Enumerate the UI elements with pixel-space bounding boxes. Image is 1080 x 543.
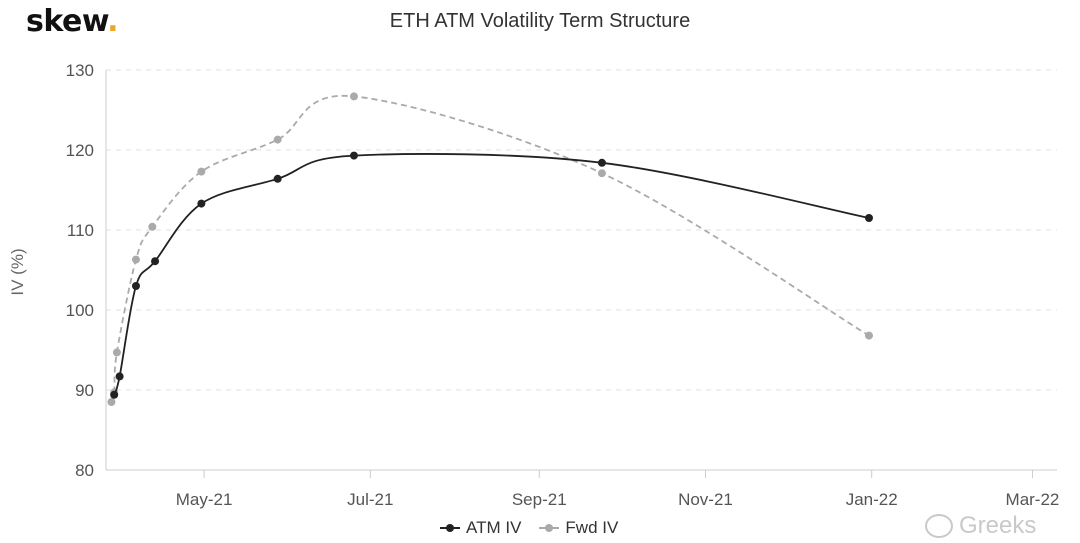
wechat-icon — [925, 514, 953, 538]
x-tick-label: Sep-21 — [512, 490, 567, 509]
watermark-text: Greeks — [959, 512, 1037, 539]
data-point-fwd-iv[interactable] — [597, 169, 606, 178]
x-tick-label: Mar-22 — [1006, 490, 1060, 509]
skew-logo: skew. — [26, 4, 119, 39]
data-point-atm-iv[interactable] — [131, 282, 140, 290]
data-point-atm-iv[interactable] — [110, 390, 119, 399]
data-point-atm-iv[interactable] — [349, 151, 358, 160]
data-point-fwd-iv[interactable] — [112, 348, 121, 357]
data-point-fwd-iv[interactable] — [131, 255, 140, 264]
x-tick-label: Jan-22 — [846, 490, 898, 509]
watermark: Greeks — [925, 512, 1036, 540]
y-tick-label: 80 — [75, 461, 94, 480]
data-point-fwd-iv[interactable] — [864, 331, 873, 340]
data-point-atm-iv[interactable] — [597, 158, 606, 167]
legend-fwd-iv-marker-icon — [539, 522, 560, 534]
grid-layer — [106, 69, 1057, 391]
data-point-atm-iv[interactable] — [273, 174, 282, 183]
axis-layer: 80 90 100 110 120 130 May-21 Jul-21 Sep-21 Nov-21… — [66, 61, 1060, 509]
legend-item-fwd-iv[interactable]: Fwd IV — [539, 518, 618, 538]
legend-atm-iv-marker-icon — [440, 522, 460, 534]
y-tick-label: 100 — [66, 301, 94, 320]
data-point-fwd-iv[interactable] — [349, 92, 358, 101]
y-tick-label: 130 — [66, 61, 94, 80]
legend-atm-iv-label: ATM IV — [466, 518, 522, 537]
chart-title: ETH ATM Volatility Term Structure — [389, 10, 691, 32]
data-point-fwd-iv[interactable] — [273, 135, 282, 144]
series-line-fwd-iv — [110, 94, 870, 403]
data-point-fwd-iv[interactable] — [148, 222, 157, 231]
data-point-atm-iv[interactable] — [197, 199, 206, 208]
y-tick-label: 110 — [67, 221, 94, 240]
x-tick-label: Jul-21 — [347, 490, 393, 509]
y-tick-label: 120 — [66, 141, 94, 160]
x-tick-label: Nov-21 — [678, 490, 733, 509]
data-point-fwd-iv[interactable] — [107, 398, 116, 406]
data-point-atm-iv[interactable] — [115, 372, 124, 381]
legend-item-atm-iv[interactable]: ATM IV — [440, 518, 521, 538]
series-layer — [107, 92, 873, 406]
x-tick-label: May-21 — [176, 490, 233, 509]
legend: ATM IV Fwd IV — [440, 518, 636, 538]
data-point-atm-iv[interactable] — [864, 214, 873, 222]
series-line-atm-iv — [113, 153, 870, 396]
legend-fwd-iv-label: Fwd IV — [565, 518, 619, 537]
y-tick-label: 90 — [75, 381, 94, 400]
data-point-fwd-iv[interactable] — [197, 167, 206, 176]
data-point-atm-iv[interactable] — [151, 257, 160, 266]
